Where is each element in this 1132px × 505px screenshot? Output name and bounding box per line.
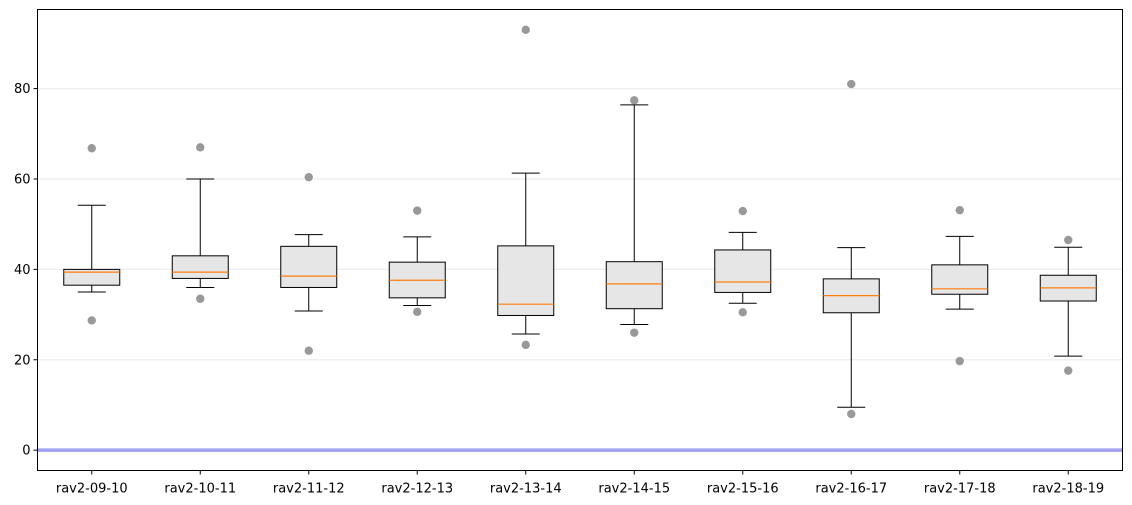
outlier-point xyxy=(955,205,964,215)
x-tick-label: rav2-18-19 xyxy=(1032,482,1104,497)
box-group xyxy=(714,206,772,317)
outlier-point xyxy=(304,172,313,182)
box-iqr xyxy=(714,249,772,293)
x-tick-label: rav2-10-11 xyxy=(164,482,236,497)
y-tick-label: 20 xyxy=(14,353,31,368)
boxes xyxy=(63,25,1097,419)
x-tick-label: rav2-11-12 xyxy=(273,482,345,497)
x-tick-label: rav2-17-18 xyxy=(924,482,996,497)
box-group xyxy=(497,25,555,350)
outlier-point xyxy=(847,79,856,89)
outlier-point xyxy=(304,346,313,355)
box-group xyxy=(931,205,989,366)
outlier-point xyxy=(196,294,205,303)
outlier-point xyxy=(1064,366,1073,375)
box-group xyxy=(388,206,446,317)
outlier-point xyxy=(87,144,96,153)
box-iqr xyxy=(280,245,338,288)
x-tick-label: rav2-14-15 xyxy=(598,482,670,497)
box-group xyxy=(280,172,338,355)
outlier-point xyxy=(1064,235,1073,245)
outlier-point xyxy=(955,356,964,366)
y-tick-label: 80 xyxy=(14,82,31,97)
box-group xyxy=(605,96,663,337)
outlier-point xyxy=(847,409,856,419)
box-group xyxy=(171,143,229,303)
outlier-point xyxy=(630,96,639,105)
x-tick-label: rav2-15-16 xyxy=(707,482,779,497)
box-iqr xyxy=(497,245,555,316)
outlier-point xyxy=(738,308,747,317)
x-axis: rav2-09-10 rav2-10-11 rav2-11-12 rav2-12-13… xyxy=(56,470,1104,497)
box-group xyxy=(1039,235,1097,375)
x-tick-label: rav2-09-10 xyxy=(56,482,128,497)
outlier-point xyxy=(413,307,422,317)
box-iqr xyxy=(63,268,121,286)
outlier-point xyxy=(521,340,530,350)
outlier-point xyxy=(738,206,747,216)
outlier-point xyxy=(196,143,205,152)
box-group xyxy=(63,144,121,325)
outlier-point xyxy=(87,316,96,325)
x-tick-label: rav2-12-13 xyxy=(381,482,453,497)
outlier-point xyxy=(521,25,530,35)
outlier-point xyxy=(413,206,422,215)
outlier-point xyxy=(630,328,639,337)
box-iqr xyxy=(605,261,663,310)
y-tick-label: 60 xyxy=(14,172,31,187)
box-iqr xyxy=(931,264,989,295)
y-axis: 0 20 40 60 80 xyxy=(14,82,38,459)
y-tick-label: 0 xyxy=(22,444,30,459)
box-group xyxy=(822,79,880,419)
x-tick-label: rav2-13-14 xyxy=(490,482,562,497)
y-tick-label: 40 xyxy=(14,263,31,278)
plot-frame xyxy=(37,9,1123,471)
box-iqr xyxy=(171,255,229,279)
x-tick-label: rav2-16-17 xyxy=(815,482,887,497)
